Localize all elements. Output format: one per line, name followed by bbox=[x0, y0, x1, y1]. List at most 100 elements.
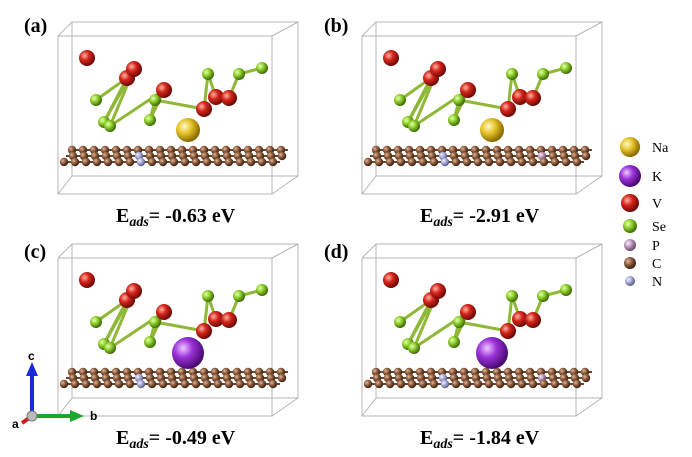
substrate-atom bbox=[213, 379, 223, 389]
se-atom bbox=[256, 284, 268, 296]
substrate-atom bbox=[550, 379, 560, 389]
substrate-atom bbox=[114, 157, 124, 167]
v-atom bbox=[221, 90, 237, 106]
substrate-atom bbox=[407, 379, 417, 389]
legend-swatch-k bbox=[619, 165, 641, 187]
substrate-atom bbox=[484, 157, 494, 167]
substrate-atom bbox=[429, 157, 439, 167]
legend-label-v: V bbox=[652, 197, 662, 212]
panel-label: (a) bbox=[24, 15, 47, 37]
substrate-atom bbox=[277, 151, 287, 161]
substrate-atom bbox=[581, 151, 591, 161]
adsorption-energy-label: Eads= -0.49 eV bbox=[116, 427, 236, 452]
legend-swatch-na bbox=[620, 137, 640, 157]
substrate-atom bbox=[70, 379, 80, 389]
substrate-atom bbox=[92, 379, 102, 389]
v-atom bbox=[512, 311, 528, 327]
substrate-atom bbox=[429, 379, 439, 389]
panel-d: (d) Eads= -1.84 eV bbox=[324, 241, 603, 452]
substrate-atom bbox=[506, 157, 516, 167]
v-atom bbox=[430, 61, 446, 77]
substrate-atom bbox=[451, 157, 461, 167]
legend-swatch-c bbox=[624, 257, 636, 269]
se-atom bbox=[537, 290, 549, 302]
substrate-atom bbox=[528, 157, 538, 167]
substrate-atom bbox=[59, 157, 69, 167]
substrate-atom bbox=[147, 157, 157, 167]
substrate-atom bbox=[495, 157, 505, 167]
v-atom bbox=[500, 101, 516, 117]
substrate-atom bbox=[374, 157, 384, 167]
v-atom bbox=[156, 304, 172, 320]
substrate-atom bbox=[224, 157, 234, 167]
substrate-atom bbox=[506, 379, 516, 389]
v-atom bbox=[126, 283, 142, 299]
v-atom bbox=[525, 312, 541, 328]
substrate-atom bbox=[81, 157, 91, 167]
legend-label-se: Se bbox=[652, 220, 666, 235]
substrate-atom bbox=[246, 379, 256, 389]
substrate-atom bbox=[473, 157, 483, 167]
substrate-atom bbox=[374, 379, 384, 389]
substrate-atom bbox=[396, 379, 406, 389]
se-atom bbox=[506, 290, 518, 302]
c-axis-head bbox=[26, 362, 38, 376]
se-atom bbox=[256, 62, 268, 74]
substrate-atom bbox=[158, 379, 168, 389]
substrate-atom bbox=[418, 379, 428, 389]
axis-triad: c b a bbox=[12, 349, 97, 431]
se-atom bbox=[104, 120, 116, 132]
se-atom bbox=[202, 68, 214, 80]
substrate-atom bbox=[528, 379, 538, 389]
substrate-atom bbox=[517, 379, 527, 389]
substrate-atom bbox=[268, 379, 278, 389]
substrate-atom bbox=[539, 157, 549, 167]
substrate-atom bbox=[70, 157, 80, 167]
substrate-atom bbox=[114, 379, 124, 389]
c-axis-label: c bbox=[28, 349, 35, 363]
a-axis-label: a bbox=[12, 417, 19, 431]
se-atom bbox=[144, 114, 156, 126]
v-atom bbox=[460, 304, 476, 320]
v-atom bbox=[208, 311, 224, 327]
unit-cell-box bbox=[57, 21, 299, 195]
panel-label: (b) bbox=[324, 15, 348, 37]
panel-label: (d) bbox=[324, 241, 348, 263]
se-atom bbox=[560, 284, 572, 296]
substrate-atom bbox=[224, 379, 234, 389]
na-adatom bbox=[480, 118, 504, 142]
na-adatom bbox=[176, 118, 200, 142]
v-atom bbox=[126, 61, 142, 77]
substrate-atom bbox=[407, 157, 417, 167]
legend-label-n: N bbox=[652, 275, 662, 290]
se-atom bbox=[233, 290, 245, 302]
se-atom bbox=[394, 94, 406, 106]
k-adatom bbox=[172, 337, 204, 369]
legend-label-p: P bbox=[652, 239, 660, 254]
se-atom bbox=[537, 68, 549, 80]
legend-swatch-p bbox=[624, 239, 636, 251]
substrate-atom bbox=[180, 157, 190, 167]
substrate-atom bbox=[462, 157, 472, 167]
substrate-atom bbox=[147, 379, 157, 389]
v-atom bbox=[208, 89, 224, 105]
se-atom bbox=[560, 62, 572, 74]
v-atom bbox=[500, 323, 516, 339]
substrate-atom bbox=[257, 157, 267, 167]
substrate-layer bbox=[363, 367, 592, 389]
substrate-atom bbox=[169, 157, 179, 167]
b-axis-label: b bbox=[90, 409, 97, 423]
substrate-layer bbox=[363, 145, 592, 167]
legend: Na KV Se PCN bbox=[619, 137, 669, 290]
se-atom bbox=[506, 68, 518, 80]
se-atom bbox=[104, 342, 116, 354]
se-atom bbox=[408, 120, 420, 132]
substrate-atom bbox=[440, 379, 450, 389]
se-atom bbox=[448, 114, 460, 126]
k-adatom bbox=[476, 337, 508, 369]
se-atom bbox=[453, 94, 465, 106]
substrate-atom bbox=[550, 157, 560, 167]
substrate-atom bbox=[235, 379, 245, 389]
substrate-atom bbox=[277, 373, 287, 383]
substrate-atom bbox=[495, 379, 505, 389]
